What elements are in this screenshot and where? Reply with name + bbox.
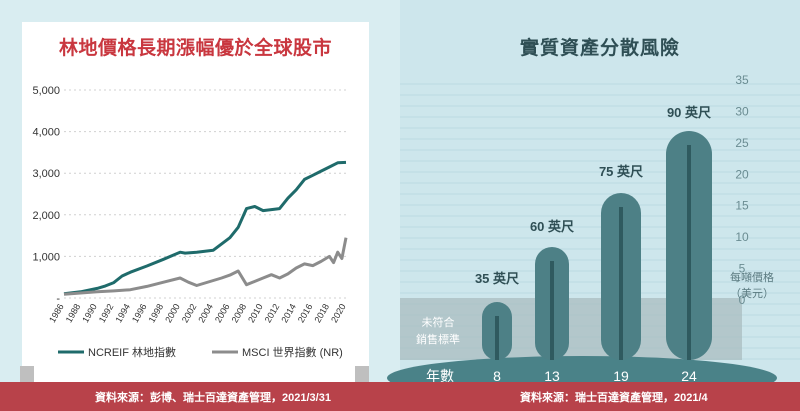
- left-y-tick-label: 4,000: [32, 127, 60, 139]
- tree-height-label: 60 英尺: [530, 219, 574, 234]
- legend-ncreif-label: NCREIF 林地指數: [88, 345, 176, 359]
- tree-trunk: [619, 207, 623, 360]
- left-y-tick-label: -: [56, 293, 60, 305]
- left-chart-card: [22, 22, 369, 382]
- year-value-label: 19: [613, 368, 629, 384]
- left-y-tick-label: 2,000: [32, 210, 60, 222]
- left-x-tick-label: 2014: [279, 302, 298, 324]
- left-x-tick-label: 2006: [213, 302, 232, 324]
- card-post-left: [20, 366, 34, 382]
- year-value-label: 24: [681, 368, 697, 384]
- tree-height-label: 90 英尺: [667, 105, 711, 120]
- left-x-tick-label: 1992: [97, 302, 116, 324]
- card-post-right: [355, 366, 369, 382]
- left-source-text: 資料來源：彭博、瑞士百達資產管理，2021/3/31: [95, 392, 331, 404]
- left-x-tick-label: 1994: [113, 302, 132, 324]
- left-x-tick-label: 1996: [130, 302, 149, 324]
- left-y-tick-label: 3,000: [32, 168, 60, 180]
- left-x-tick-label: 1990: [80, 302, 99, 324]
- right-y-tick-label: 10: [735, 230, 749, 244]
- right-source-text: 資料來源：瑞士百達資產管理，2021/4: [520, 392, 708, 404]
- left-x-tick-label: 2000: [163, 302, 182, 324]
- left-x-tick-label: 2012: [263, 302, 282, 324]
- left-x-tick-label: 1986: [47, 302, 66, 324]
- left-x-tick-label: 2008: [230, 302, 249, 324]
- tree-trunk: [550, 261, 554, 360]
- footer-bar: [0, 382, 800, 411]
- year-value-label: 8: [493, 368, 501, 384]
- band-label-line1: 未符合: [422, 315, 455, 329]
- year-value-label: 13: [544, 368, 560, 384]
- tree-trunk: [495, 316, 499, 360]
- left-x-tick-label: 1988: [64, 302, 83, 324]
- right-chart-title: 實質資產分散風險: [519, 38, 680, 59]
- tree-height-label: 75 英尺: [599, 164, 643, 179]
- left-chart-title: 林地價格長期漲幅優於全球股市: [58, 38, 332, 59]
- left-x-tick-label: 2020: [329, 302, 348, 324]
- left-x-tick-label: 2002: [180, 302, 199, 324]
- right-y-tick-label: 5: [739, 262, 746, 276]
- tree-trunk: [687, 145, 691, 360]
- right-y-tick-label: 35: [735, 73, 749, 87]
- right-ylabel-line2: （美元）: [730, 287, 774, 300]
- left-x-tick-label: 2004: [196, 302, 215, 324]
- left-y-tick-label: 1,000: [32, 251, 60, 263]
- right-ylabel-line1: 每噸價格: [730, 270, 774, 284]
- left-y-tick-label: 5,000: [32, 85, 60, 97]
- left-x-tick-label: 2010: [246, 302, 265, 324]
- right-y-tick-label: 15: [735, 199, 749, 213]
- ncreif-series-line: [63, 160, 347, 296]
- year-axis-label: 年數: [426, 368, 454, 384]
- right-y-tick-label: 25: [735, 136, 749, 150]
- right-y-tick-label: 20: [735, 167, 749, 181]
- left-x-tick-label: 2018: [312, 302, 331, 324]
- left-x-tick-label: 1998: [147, 302, 166, 324]
- band-label-line2: 銷售標準: [416, 332, 460, 346]
- msci-series-line: [63, 237, 348, 296]
- left-x-tick-label: 2016: [296, 302, 315, 324]
- tree-height-label: 35 英尺: [475, 271, 519, 286]
- legend-msci-label: MSCI 世界指數 (NR): [242, 345, 343, 359]
- right-y-tick-label: 0: [739, 293, 746, 307]
- right-y-tick-label: 30: [735, 104, 749, 118]
